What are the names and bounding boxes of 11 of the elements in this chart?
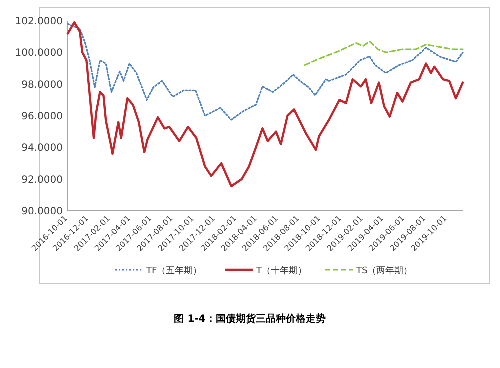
y-tick-label: 90.0000 [22, 206, 63, 218]
y-tick-label: 98.0000 [22, 80, 63, 91]
text: 图 1-4：国债期货三品种价格走势 [174, 313, 326, 325]
y-tick-label: 92.0000 [22, 174, 63, 186]
legend-label: TF（五年期） [146, 266, 202, 276]
y-tick-label: 94.0000 [22, 143, 63, 154]
y-tick-label: 102.0000 [15, 16, 63, 28]
legend-label: TS（两年期） [356, 266, 413, 276]
y-tick-label: 100.0000 [15, 48, 63, 60]
legend-label: T（十年期） [256, 266, 307, 276]
y-tick-label: 96.0000 [22, 112, 63, 122]
